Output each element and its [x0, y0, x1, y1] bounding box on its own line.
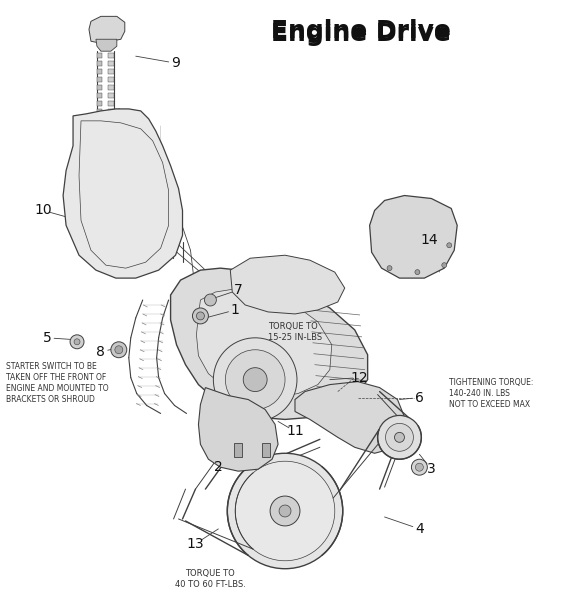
Text: 9: 9	[171, 56, 180, 70]
Polygon shape	[63, 109, 182, 278]
Text: 5: 5	[43, 331, 51, 345]
Polygon shape	[97, 77, 102, 82]
Polygon shape	[198, 388, 278, 471]
Circle shape	[227, 453, 343, 569]
Text: Engine Drive: Engine Drive	[271, 19, 451, 43]
Circle shape	[70, 335, 84, 349]
Circle shape	[196, 312, 205, 320]
Polygon shape	[230, 255, 345, 314]
Text: 7: 7	[234, 283, 243, 297]
Circle shape	[412, 459, 427, 475]
Text: 3: 3	[427, 462, 436, 476]
Text: TORQUE TO
40 TO 60 FT-LBS.: TORQUE TO 40 TO 60 FT-LBS.	[175, 569, 246, 589]
Polygon shape	[171, 268, 368, 419]
Circle shape	[115, 346, 123, 354]
Polygon shape	[97, 101, 102, 106]
Polygon shape	[295, 382, 405, 453]
Circle shape	[205, 294, 216, 306]
Polygon shape	[108, 101, 114, 106]
Text: 1: 1	[231, 303, 240, 317]
Bar	[262, 443, 270, 457]
Text: 14: 14	[420, 233, 438, 247]
Circle shape	[225, 350, 285, 409]
Text: TIGHTENING TORQUE:
140-240 IN. LBS
NOT TO EXCEED MAX: TIGHTENING TORQUE: 140-240 IN. LBS NOT T…	[449, 377, 533, 409]
Circle shape	[192, 308, 208, 324]
Polygon shape	[108, 93, 114, 98]
Polygon shape	[108, 85, 114, 90]
Circle shape	[243, 368, 267, 392]
Text: 12: 12	[351, 371, 368, 385]
Text: Engine Drive: Engine Drive	[271, 22, 451, 46]
Text: 13: 13	[187, 537, 204, 551]
Text: 2: 2	[214, 460, 223, 474]
Circle shape	[236, 461, 335, 561]
Text: 11: 11	[286, 424, 304, 439]
Circle shape	[395, 433, 405, 442]
Polygon shape	[89, 16, 125, 43]
Polygon shape	[108, 69, 114, 74]
Polygon shape	[108, 53, 114, 58]
Circle shape	[415, 269, 420, 275]
Text: 4: 4	[415, 522, 424, 536]
Polygon shape	[97, 85, 102, 90]
Circle shape	[270, 496, 300, 526]
Polygon shape	[97, 53, 102, 58]
Circle shape	[387, 266, 392, 271]
Polygon shape	[97, 61, 102, 66]
Circle shape	[378, 415, 422, 459]
Text: 10: 10	[34, 203, 52, 217]
Circle shape	[385, 424, 413, 451]
Polygon shape	[108, 77, 114, 82]
Circle shape	[213, 338, 297, 421]
Text: TORQUE TO
15-25 IN-LBS: TORQUE TO 15-25 IN-LBS	[268, 322, 322, 342]
Circle shape	[416, 463, 423, 471]
Text: STARTER SWITCH TO BE
TAKEN OFF THE FRONT OF
ENGINE AND MOUNTED TO
BRACKETS OR SH: STARTER SWITCH TO BE TAKEN OFF THE FRONT…	[6, 362, 109, 404]
Polygon shape	[108, 109, 114, 114]
Bar	[234, 443, 242, 457]
Polygon shape	[196, 288, 332, 398]
Text: 6: 6	[415, 391, 424, 404]
Polygon shape	[97, 109, 102, 114]
Polygon shape	[370, 196, 457, 278]
Circle shape	[442, 263, 447, 268]
Circle shape	[111, 342, 127, 358]
Circle shape	[279, 505, 291, 517]
Polygon shape	[96, 39, 117, 51]
Polygon shape	[97, 93, 102, 98]
Text: 8: 8	[96, 345, 106, 359]
Circle shape	[74, 339, 80, 345]
Circle shape	[447, 243, 452, 248]
Polygon shape	[108, 61, 114, 66]
Polygon shape	[97, 69, 102, 74]
